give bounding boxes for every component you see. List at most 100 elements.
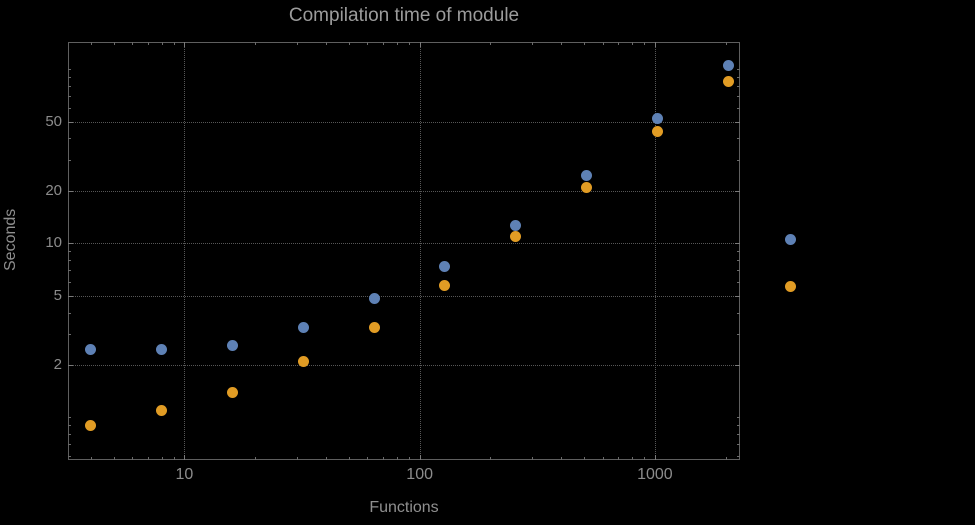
data-point-series-2-orange bbox=[510, 230, 522, 242]
x-tickmark-minor bbox=[296, 457, 298, 460]
y-tickmark-minor bbox=[737, 85, 740, 87]
data-point-series-1-blue bbox=[722, 59, 734, 71]
x-tickmark-major bbox=[654, 42, 656, 47]
data-point-series-1-blue bbox=[651, 113, 663, 125]
y-tick-label: 50 bbox=[45, 112, 62, 130]
x-tickmark-minor bbox=[132, 42, 134, 45]
x-tickmark-minor bbox=[531, 42, 533, 45]
y-tickmark-minor bbox=[737, 312, 740, 314]
x-tickmark-minor bbox=[725, 42, 727, 45]
x-tickmark-minor bbox=[632, 457, 634, 460]
legend-marker-series-2 bbox=[785, 281, 796, 292]
y-tickmark-minor bbox=[737, 444, 740, 446]
y-tickmark-major bbox=[68, 243, 73, 245]
x-gridline bbox=[184, 42, 186, 460]
x-tickmark-minor bbox=[367, 42, 369, 45]
x-tickmark-minor bbox=[326, 42, 328, 45]
y-tickmark-minor bbox=[68, 138, 71, 140]
plot-frame bbox=[68, 42, 740, 460]
y-tickmark-minor bbox=[737, 434, 740, 436]
y-tickmark-major bbox=[735, 121, 740, 123]
y-tickmark-major bbox=[68, 295, 73, 297]
y-tick-label: 2 bbox=[53, 356, 62, 374]
y-tickmark-minor bbox=[68, 312, 71, 314]
y-tickmark-major bbox=[68, 365, 73, 367]
y-gridline bbox=[68, 190, 740, 192]
x-tickmark-minor bbox=[113, 42, 115, 45]
y-tickmark-minor bbox=[737, 334, 740, 336]
y-tickmark-minor bbox=[68, 260, 71, 262]
x-tick-label: 10 bbox=[175, 466, 194, 483]
y-tick-label: 5 bbox=[53, 286, 62, 304]
data-point-series-1-blue bbox=[85, 344, 97, 356]
y-tickmark-minor bbox=[737, 425, 740, 427]
y-tickmark-minor bbox=[68, 270, 71, 272]
data-point-series-2-orange bbox=[722, 75, 734, 87]
y-axis-label: Seconds bbox=[2, 208, 19, 272]
x-tickmark-minor bbox=[561, 457, 563, 460]
y-tickmark-minor bbox=[737, 270, 740, 272]
data-point-series-2-orange bbox=[85, 419, 97, 431]
y-tickmark-minor bbox=[68, 444, 71, 446]
x-tickmark-minor bbox=[161, 457, 163, 460]
y-tickmark-minor bbox=[737, 77, 740, 79]
y-gridline bbox=[68, 365, 740, 367]
y-tickmark-major bbox=[735, 295, 740, 297]
data-point-series-1-blue bbox=[368, 293, 380, 305]
y-tickmark-major bbox=[735, 190, 740, 192]
x-tickmark-minor bbox=[632, 42, 634, 45]
data-point-series-1-blue bbox=[156, 344, 168, 356]
y-tickmark-major bbox=[735, 365, 740, 367]
x-tickmark-minor bbox=[173, 42, 175, 45]
y-tickmark-minor bbox=[737, 160, 740, 162]
x-gridline bbox=[654, 42, 656, 460]
data-point-series-2-orange bbox=[439, 280, 451, 292]
data-point-series-1-blue bbox=[581, 169, 592, 181]
x-tickmark-minor bbox=[396, 42, 398, 45]
y-tickmark-minor bbox=[737, 456, 740, 458]
x-tickmark-minor bbox=[561, 42, 563, 45]
x-tick-label: 100 bbox=[406, 466, 434, 483]
data-point-series-1-blue bbox=[439, 260, 451, 272]
y-tickmark-minor bbox=[737, 69, 740, 71]
x-tickmark-major bbox=[654, 455, 656, 460]
data-point-series-2-orange bbox=[368, 321, 380, 333]
y-tickmark-minor bbox=[68, 69, 71, 71]
y-tick-label: 20 bbox=[45, 181, 62, 199]
data-point-series-2-orange bbox=[651, 125, 663, 137]
y-tickmark-minor bbox=[68, 281, 71, 283]
x-tickmark-minor bbox=[531, 457, 533, 460]
x-tickmark-minor bbox=[296, 42, 298, 45]
y-tickmark-minor bbox=[737, 281, 740, 283]
x-tickmark-minor bbox=[618, 42, 620, 45]
x-tickmark-minor bbox=[383, 457, 385, 460]
data-point-series-1-blue bbox=[297, 321, 309, 333]
x-tickmark-minor bbox=[618, 457, 620, 460]
x-tickmark-minor bbox=[408, 42, 410, 45]
x-tickmark-minor bbox=[396, 457, 398, 460]
x-tickmark-major bbox=[184, 455, 186, 460]
x-tickmark-major bbox=[419, 455, 421, 460]
x-tickmark-minor bbox=[173, 457, 175, 460]
y-tickmark-minor bbox=[68, 96, 71, 98]
y-tickmark-major bbox=[735, 243, 740, 245]
legend-marker-series-1 bbox=[785, 234, 796, 245]
x-tickmark-minor bbox=[367, 457, 369, 460]
x-tickmark-major bbox=[419, 42, 421, 47]
x-tickmark-minor bbox=[584, 457, 586, 460]
y-tickmark-minor bbox=[737, 251, 740, 253]
x-tickmark-minor bbox=[255, 42, 257, 45]
data-point-series-2-orange bbox=[226, 386, 238, 398]
x-tickmark-minor bbox=[326, 457, 328, 460]
x-tickmark-minor bbox=[602, 457, 604, 460]
x-tickmark-minor bbox=[90, 42, 92, 45]
y-tickmark-minor bbox=[68, 85, 71, 87]
x-tickmark-minor bbox=[113, 457, 115, 460]
x-tickmark-minor bbox=[348, 42, 350, 45]
y-tickmark-minor bbox=[68, 334, 71, 336]
y-tickmark-minor bbox=[737, 417, 740, 419]
y-gridline bbox=[68, 243, 740, 245]
data-point-series-2-orange bbox=[581, 181, 592, 193]
y-tickmark-minor bbox=[737, 107, 740, 109]
